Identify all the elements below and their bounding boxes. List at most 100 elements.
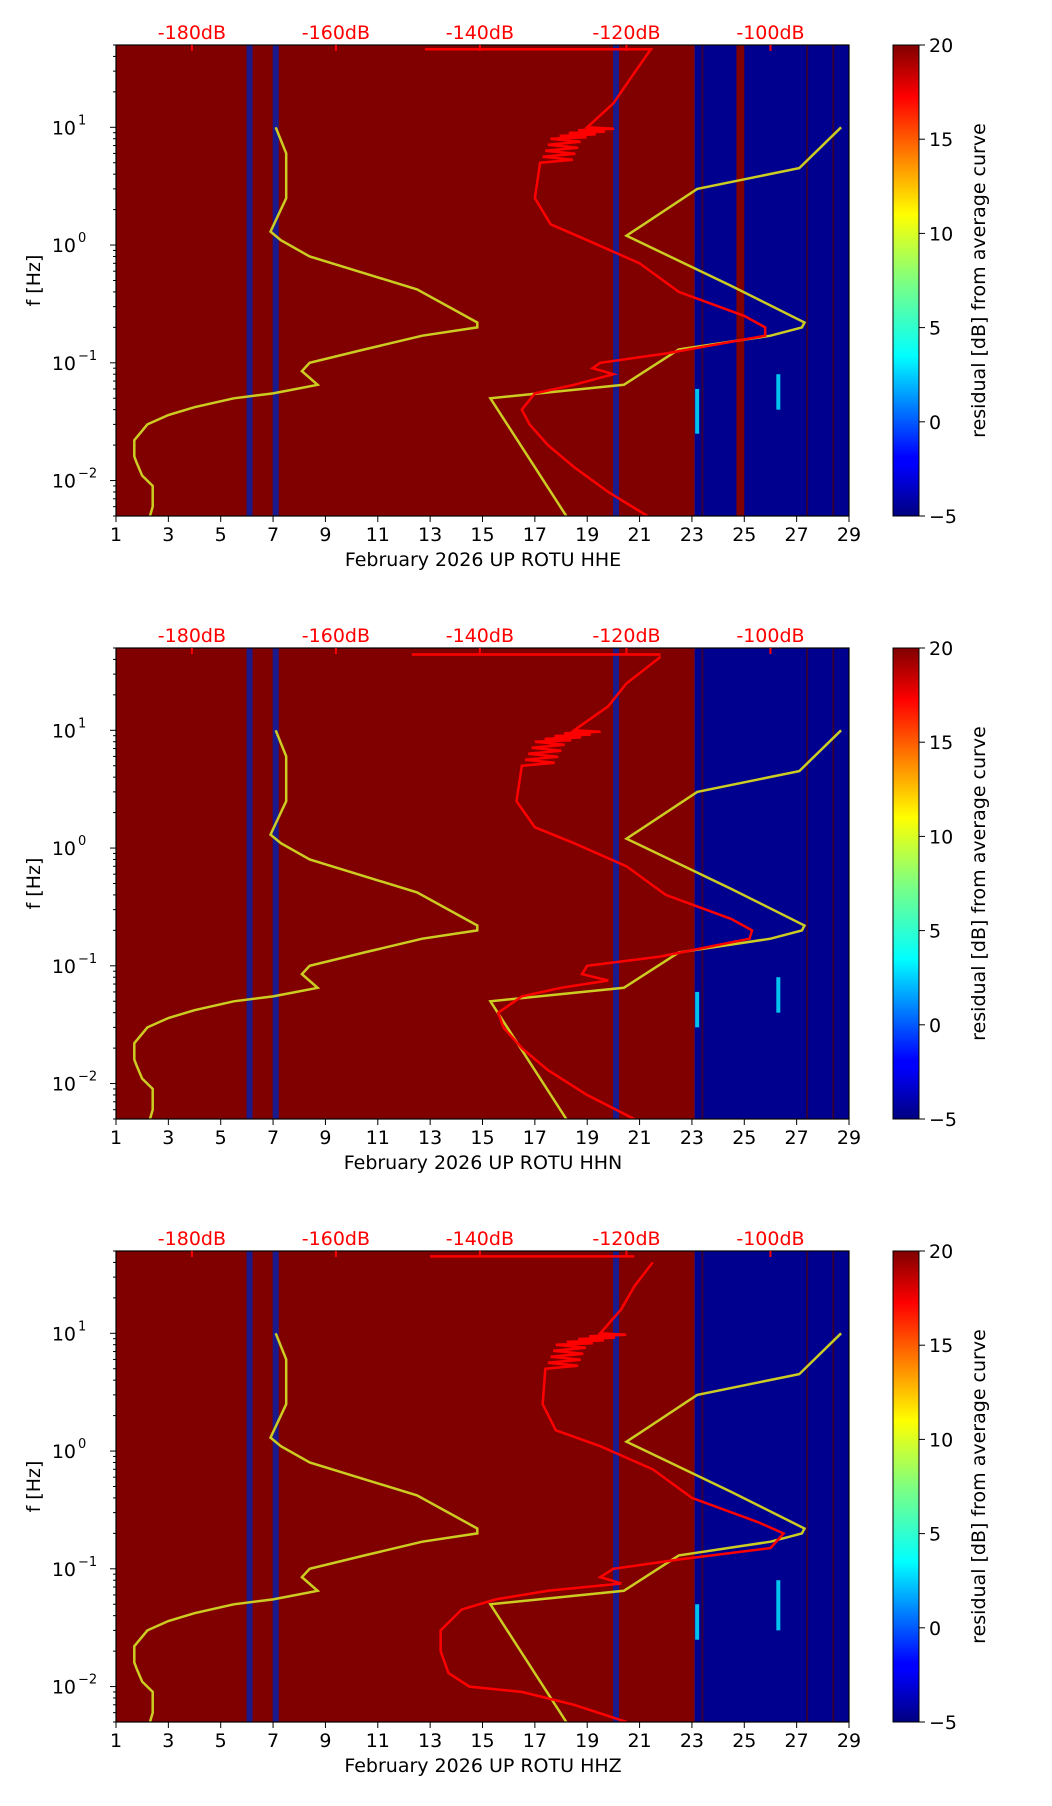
y-tick-exponent: −2 xyxy=(78,1070,97,1085)
x-tick-label: 11 xyxy=(366,524,390,546)
x-tick-label: 27 xyxy=(785,524,809,546)
colorbar xyxy=(892,647,920,1120)
noise-model-curve-1 xyxy=(133,729,479,1119)
x-tick-label: 9 xyxy=(319,524,331,546)
x-tick-label: 19 xyxy=(575,524,599,546)
y-tick-exponent: 1 xyxy=(78,1319,86,1334)
x-tick-label: 27 xyxy=(785,1730,809,1752)
top-db-label: -100dB xyxy=(736,625,804,647)
y-tick-label: 10 xyxy=(52,1323,76,1345)
colorbar-tick-label: 10 xyxy=(929,1429,953,1451)
top-db-label: -120dB xyxy=(592,22,660,44)
gap-stripe-1 xyxy=(246,45,253,516)
x-tick-label: 7 xyxy=(267,1127,279,1149)
top-db-label: -120dB xyxy=(592,625,660,647)
gap-stripe-2 xyxy=(272,45,279,516)
x-tick-label: 25 xyxy=(732,524,756,546)
x-tick-label: 17 xyxy=(523,1127,547,1149)
x-tick-label: 17 xyxy=(523,524,547,546)
residual-streak-2 xyxy=(776,374,781,410)
y-tick-exponent: 1 xyxy=(78,113,86,128)
x-tick-label: 9 xyxy=(319,1127,331,1149)
heatmap-region-1 xyxy=(116,1251,695,1722)
colorbar-title: residual [dB] from average curve xyxy=(968,1329,990,1644)
x-tick-label: 3 xyxy=(162,1730,174,1752)
gap-stripe-3 xyxy=(613,648,620,1119)
gap-stripe-2 xyxy=(272,648,279,1119)
x-tick-label: 23 xyxy=(680,1730,704,1752)
y-tick-label: 10 xyxy=(52,956,76,978)
x-tick-label: 1 xyxy=(110,1127,122,1149)
residual-streak-2 xyxy=(776,1580,781,1631)
plot-area xyxy=(116,648,849,1119)
gap-stripe-6 xyxy=(832,45,835,516)
y-tick-label: 10 xyxy=(52,1559,76,1581)
plot-area xyxy=(116,1251,849,1722)
top-db-label: -160dB xyxy=(302,625,370,647)
gap-stripe-1 xyxy=(246,1251,253,1722)
x-tick-label: 23 xyxy=(680,524,704,546)
x-tick-label: 13 xyxy=(418,1730,442,1752)
x-tick-label: 3 xyxy=(162,1127,174,1149)
x-tick-label: 11 xyxy=(366,1127,390,1149)
gap-stripe-4 xyxy=(701,648,704,1119)
y-tick-label: 10 xyxy=(52,353,76,375)
x-tick-label: 29 xyxy=(837,524,861,546)
y-tick-exponent: −1 xyxy=(78,1555,97,1570)
y-axis-title: f [Hz] xyxy=(23,858,45,910)
x-tick-label: 29 xyxy=(837,1127,861,1149)
colorbar-tick-label: 20 xyxy=(929,35,953,57)
colorbar-title: residual [dB] from average curve xyxy=(968,123,990,438)
x-tick-label: 29 xyxy=(837,1730,861,1752)
x-tick-label: 7 xyxy=(267,524,279,546)
y-tick-label: 10 xyxy=(52,1441,76,1463)
gap-stripe-6 xyxy=(832,1251,835,1722)
x-tick-label: 23 xyxy=(680,1127,704,1149)
y-axis-title: f [Hz] xyxy=(23,255,45,307)
residual-streak-1 xyxy=(695,1604,700,1640)
residual-streak-2 xyxy=(776,977,781,1013)
x-tick-label: 15 xyxy=(470,1730,494,1752)
colorbar-tick-label: 20 xyxy=(929,1241,953,1263)
heatmap-region-3 xyxy=(736,45,745,516)
y-tick-label: 10 xyxy=(52,235,76,257)
x-tick-label: 13 xyxy=(418,524,442,546)
median-psd-curve xyxy=(496,655,754,1119)
x-tick-label: 5 xyxy=(215,1730,227,1752)
gap-stripe-5 xyxy=(806,648,809,1119)
x-tick-label: 25 xyxy=(732,1127,756,1149)
top-db-label: -180dB xyxy=(158,1228,226,1250)
top-db-label: -140dB xyxy=(446,1228,514,1250)
gap-stripe-1 xyxy=(246,648,253,1119)
y-tick-label: 10 xyxy=(52,720,76,742)
colorbar-tick-label: 5 xyxy=(929,921,941,943)
x-tick-label: 17 xyxy=(523,1730,547,1752)
x-tick-label: 21 xyxy=(627,524,651,546)
heatmap-region-1 xyxy=(116,45,695,516)
x-tick-label: 11 xyxy=(366,1730,390,1752)
gap-stripe-6 xyxy=(832,648,835,1119)
gap-stripe-4 xyxy=(701,1251,704,1722)
x-tick-label: 25 xyxy=(732,1730,756,1752)
y-tick-exponent: 0 xyxy=(78,1437,86,1452)
y-tick-label: 10 xyxy=(52,471,76,493)
gap-stripe-2 xyxy=(272,1251,279,1722)
gap-stripe-5 xyxy=(806,1251,809,1722)
noise-model-curve-1 xyxy=(133,126,479,516)
x-tick-label: 9 xyxy=(319,1730,331,1752)
x-tick-label: 7 xyxy=(267,1730,279,1752)
residual-streak-1 xyxy=(695,991,700,1028)
y-axis-title: f [Hz] xyxy=(23,1461,45,1513)
y-tick-exponent: −2 xyxy=(78,467,97,482)
y-tick-label: 10 xyxy=(52,1677,76,1699)
y-tick-exponent: −1 xyxy=(78,952,97,967)
colorbar-tick-label: 10 xyxy=(929,826,953,848)
median-psd-curve xyxy=(439,1261,786,1722)
x-tick-label: 21 xyxy=(627,1127,651,1149)
top-db-label: -100dB xyxy=(736,1228,804,1250)
y-tick-exponent: −1 xyxy=(78,349,97,364)
